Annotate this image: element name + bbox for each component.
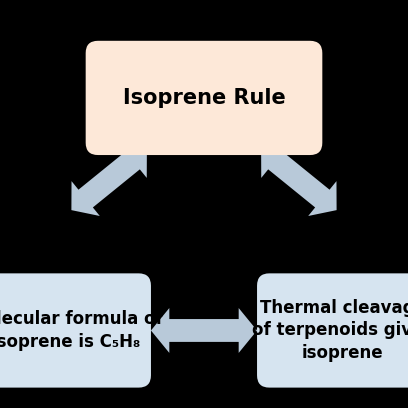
FancyBboxPatch shape bbox=[0, 273, 151, 388]
Text: Isoprene Rule: Isoprene Rule bbox=[123, 88, 285, 108]
Text: isoprene is C₅H₈: isoprene is C₅H₈ bbox=[0, 333, 140, 351]
Text: isoprene: isoprene bbox=[302, 344, 384, 362]
FancyBboxPatch shape bbox=[86, 41, 322, 155]
Text: Thermal cleavage: Thermal cleavage bbox=[260, 299, 408, 317]
Polygon shape bbox=[151, 308, 257, 353]
FancyBboxPatch shape bbox=[257, 273, 408, 388]
Text: Molecular formula of: Molecular formula of bbox=[0, 310, 163, 328]
Polygon shape bbox=[71, 143, 147, 216]
Text: of terpenoids gives: of terpenoids gives bbox=[252, 322, 408, 339]
Polygon shape bbox=[261, 143, 337, 216]
